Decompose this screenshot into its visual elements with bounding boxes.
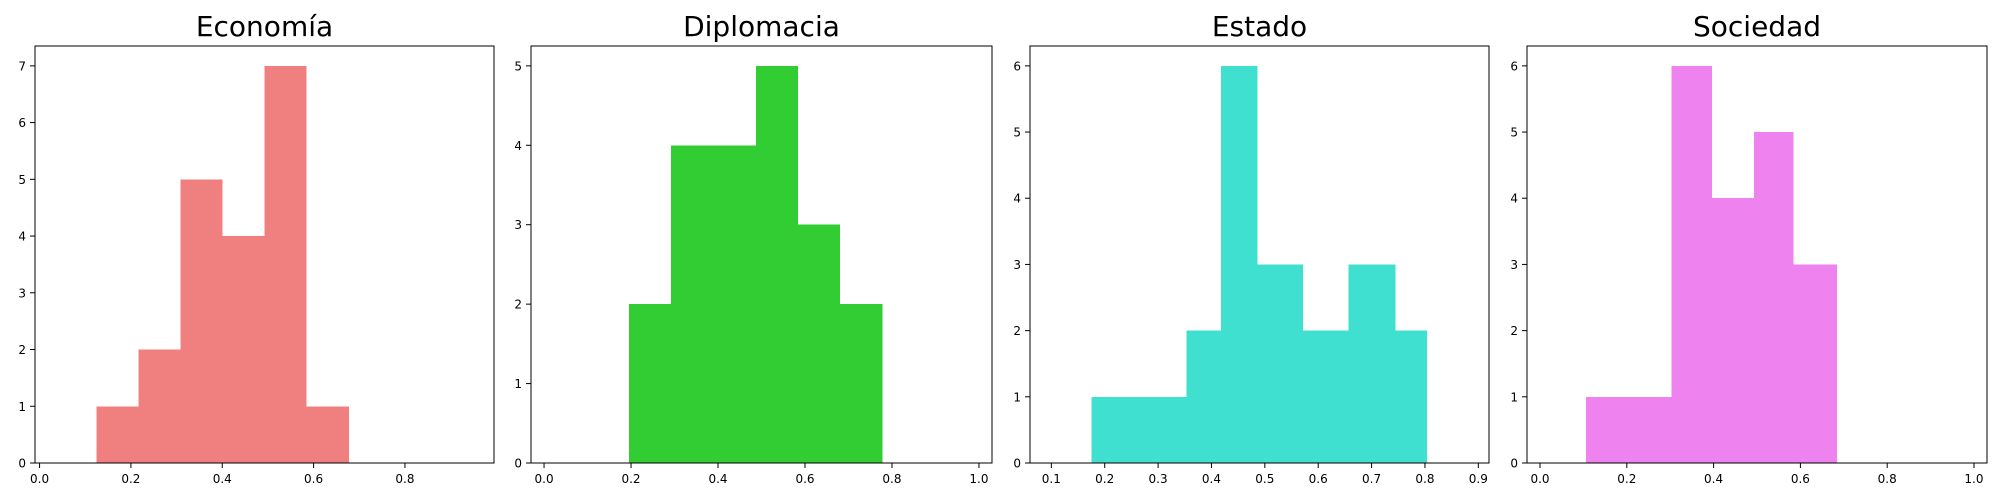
- y-tick-label: 0: [1013, 457, 1021, 471]
- y-tick-label: 1: [1510, 390, 1518, 404]
- histogram-bar: [180, 179, 223, 463]
- histogram-bar: [1091, 396, 1140, 463]
- x-tick-label: 0.6: [304, 472, 323, 486]
- histogram-panel: 0.0 0.2 0.4 0.6 0.8 1.0 0 1 2 3 4 5 6 Sociedad: [1510, 10, 1988, 486]
- histogram-bar: [222, 236, 265, 463]
- x-tick-label: 0.2: [121, 472, 140, 486]
- x-tick-label: 1.0: [1964, 472, 1983, 486]
- histogram-bar: [840, 304, 883, 463]
- chart-title: Diplomacia: [683, 10, 840, 43]
- histogram-panel: 0.1 0.2 0.3 0.4 0.5 0.6 0.7 0.8 0.9 0 1 2 3 4 5 6 Estado: [1013, 10, 1490, 486]
- x-tick-label: 0.4: [213, 472, 232, 486]
- histogram-bar: [306, 406, 349, 463]
- histogram-panel: 0.0 0.2 0.4 0.6 0.8 1.0 0 1 2 3 4 5 Diplomacia: [514, 10, 993, 486]
- histogram-bar: [1586, 396, 1672, 463]
- x-tick-label: 0.0: [30, 472, 49, 486]
- histogram-bar: [671, 145, 714, 464]
- y-tick-label: 5: [1510, 126, 1518, 140]
- y-tick-label: 2: [1510, 324, 1518, 338]
- histogram-bar: [628, 304, 672, 463]
- y-tick-label: 3: [1510, 258, 1518, 272]
- axes-frame: [1029, 45, 1490, 464]
- x-tick-label: 0.8: [395, 472, 414, 486]
- histogram-bar: [1395, 330, 1427, 463]
- x-tick-label: 0.8: [882, 472, 901, 486]
- histogram-bar: [755, 65, 799, 463]
- y-tick-label: 4: [1510, 192, 1518, 206]
- histogram-bar: [1711, 198, 1754, 463]
- y-tick-label: 5: [18, 173, 26, 187]
- x-tick-label: 0.2: [621, 472, 640, 486]
- y-tick-label: 1: [18, 400, 26, 414]
- histogram-bar: [1220, 65, 1258, 463]
- x-tick-label: 0.0: [1530, 472, 1549, 486]
- histogram-bar: [264, 65, 307, 463]
- histogram-bar: [138, 349, 181, 463]
- x-tick-label: 0.3: [1149, 472, 1168, 486]
- y-tick-label: 0: [1510, 457, 1518, 471]
- x-tick-label: 0.6: [1791, 472, 1810, 486]
- chart-title: Estado: [1212, 10, 1307, 43]
- y-tick-label: 2: [514, 298, 522, 312]
- histogram-bar: [96, 406, 139, 463]
- y-tick-label: 0: [18, 457, 26, 471]
- histogram-bar: [713, 145, 756, 464]
- x-tick-label: 0.6: [1309, 472, 1328, 486]
- y-tick-label: 4: [18, 230, 26, 244]
- x-tick-label: 0.8: [1415, 472, 1434, 486]
- y-tick-label: 3: [18, 286, 26, 300]
- x-tick-label: 0.4: [708, 472, 727, 486]
- histogram-panel: 0.0 0.2 0.4 0.6 0.8 0 1 2 3 4 5 6 7 Economía: [18, 10, 495, 486]
- x-tick-label: 0.2: [1617, 472, 1636, 486]
- y-tick-label: 5: [514, 59, 522, 73]
- x-tick-label: 0.4: [1202, 472, 1221, 486]
- histogram-bar: [1186, 330, 1221, 463]
- axes-frame: [530, 45, 993, 464]
- y-tick-label: 4: [514, 139, 522, 153]
- x-tick-label: 0.2: [1095, 472, 1114, 486]
- y-tick-label: 3: [1013, 258, 1021, 272]
- x-tick-label: 0.1: [1042, 472, 1061, 486]
- histogram-bar: [1793, 264, 1837, 463]
- y-tick-label: 2: [18, 343, 26, 357]
- x-tick-label: 1.0: [969, 472, 988, 486]
- y-tick-label: 0: [514, 457, 522, 471]
- x-tick-label: 0.8: [1878, 472, 1897, 486]
- axes-frame: [34, 45, 495, 464]
- chart-title: Sociedad: [1693, 10, 1821, 43]
- histogram-bar: [1671, 65, 1712, 463]
- y-tick-label: 3: [514, 218, 522, 232]
- histogram-bar: [1753, 132, 1794, 464]
- histogram-bar: [1139, 396, 1187, 463]
- histogram-bar: [1302, 330, 1349, 463]
- histogram-bar: [1348, 264, 1396, 463]
- x-tick-label: 0.6: [795, 472, 814, 486]
- y-tick-label: 4: [1013, 192, 1021, 206]
- y-tick-label: 1: [514, 377, 522, 391]
- x-tick-label: 0.4: [1704, 472, 1723, 486]
- y-tick-label: 1: [1013, 390, 1021, 404]
- y-tick-label: 7: [18, 59, 26, 73]
- y-tick-label: 6: [1510, 59, 1518, 73]
- x-tick-label: 0.9: [1469, 472, 1488, 486]
- axes-frame: [1526, 45, 1988, 464]
- y-tick-label: 6: [1013, 59, 1021, 73]
- y-tick-label: 2: [1013, 324, 1021, 338]
- x-tick-label: 0.5: [1255, 472, 1274, 486]
- x-tick-label: 0.7: [1362, 472, 1381, 486]
- y-tick-label: 6: [18, 116, 26, 130]
- chart-title: Economía: [196, 10, 333, 43]
- histogram-bar: [1257, 264, 1303, 463]
- y-tick-label: 5: [1013, 126, 1021, 140]
- histogram-bar: [798, 224, 841, 463]
- x-tick-label: 0.0: [535, 472, 554, 486]
